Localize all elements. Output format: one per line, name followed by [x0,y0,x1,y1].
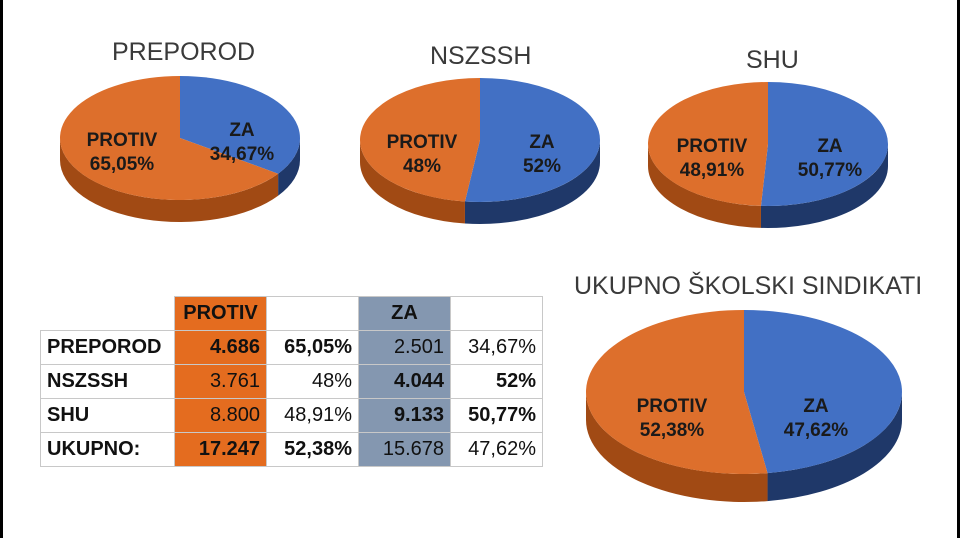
pie-slice-protiv [648,82,768,206]
table-row-shu: SHU 8.800 48,91% 9.133 50,77% [40,398,543,433]
pie-protiv-label: PROTIV [87,130,158,151]
pie-side-za [278,138,300,196]
pie-title-ukupno: UKUPNO ŠKOLSKI SINDIKATI [574,272,923,300]
pie-side-protiv [360,140,465,224]
pie-slice-protiv [585,310,768,475]
pie-za-value: 50,77% [798,160,863,181]
pie-za-label: ZA [803,396,829,417]
table-cell-protiv-count: 8.800 [174,398,267,433]
pie-title-preporod: PREPOROD [112,38,256,66]
table-cell-za-pct: 52% [450,364,543,399]
table-header-row: PROTIV ZA [40,296,543,331]
table-cell-za-pct: 47,62% [450,432,543,467]
table-cell-za-pct: 50,77% [450,398,543,433]
pie-slice-za [180,76,300,174]
table-cell-name: PREPOROD [40,330,175,365]
pie-protiv-label: PROTIV [637,396,708,417]
table-cell-za-count: 4.044 [358,364,451,399]
pie-za-value: 52% [523,156,561,177]
pie-za-label: ZA [817,136,843,157]
pie-chart-nszssh: PROTIV 48% ZA 52% [360,78,600,224]
table-header-protiv: PROTIV [174,296,267,331]
pie-chart-preporod: PROTIV 65,05% ZA 34,67% [59,76,300,222]
table-cell-name: NSZSSH [40,364,175,399]
table-cell-za-count: 15.678 [358,432,451,467]
pie-side-protiv [586,392,768,502]
pie-side-protiv [60,138,279,222]
pie-chart-shu: PROTIV 48,91% ZA 50,77% [648,82,889,228]
pie-slice-protiv [59,76,279,200]
table-cell-name: SHU [40,398,175,433]
pie-protiv-value: 48% [403,156,441,177]
table-cell-protiv-count: 17.247 [174,432,267,467]
pie-side-za [464,140,600,224]
pie-protiv-label: PROTIV [677,136,748,157]
table-cell-protiv-pct: 48% [266,364,359,399]
pie-za-value: 34,67% [210,144,275,165]
table-row-ukupno: UKUPNO: 17.247 52,38% 15.678 47,62% [40,432,543,467]
pie-protiv-value: 65,05% [90,154,155,175]
table-cell-protiv-pct: 52,38% [266,432,359,467]
pie-za-value: 47,62% [784,420,849,441]
table-header-za: ZA [358,296,451,331]
pie-title-nszssh: NSZSSH [430,42,532,70]
pie-chart-ukupno: PROTIV 52,38% ZA 47,62% [585,310,902,502]
table-cell-za-count: 2.501 [358,330,451,365]
table-header-blank-4 [450,296,543,331]
pie-slice-za [760,82,889,206]
pie-protiv-value: 48,91% [680,160,745,181]
table-cell-protiv-count: 4.686 [174,330,267,365]
pie-za-label: ZA [529,132,555,153]
pie-protiv-label: PROTIV [387,132,458,153]
pie-za-label: ZA [229,120,255,141]
table-header-blank [40,296,175,331]
table-cell-za-count: 9.133 [358,398,451,433]
results-table: PROTIV ZA PREPOROD 4.686 65,05% 2.501 34… [40,296,543,467]
pie-slice-protiv [360,78,480,202]
table-cell-name: UKUPNO: [40,432,175,467]
pie-title-shu: SHU [746,46,799,74]
table-row-preporod: PREPOROD 4.686 65,05% 2.501 34,67% [40,330,543,365]
table-cell-za-pct: 34,67% [450,330,543,365]
table-header-blank-2 [266,296,359,331]
table-cell-protiv-pct: 65,05% [266,330,359,365]
pie-side-za [760,144,888,228]
table-cell-protiv-pct: 48,91% [266,398,359,433]
pie-side-za [767,392,902,502]
pie-slice-za [464,78,600,202]
table-row-nszssh: NSZSSH 3.761 48% 4.044 52% [40,364,543,399]
pie-protiv-value: 52,38% [640,420,705,441]
pie-slice-za [744,310,902,474]
table-cell-protiv-count: 3.761 [174,364,267,399]
pie-side-protiv [648,144,761,228]
